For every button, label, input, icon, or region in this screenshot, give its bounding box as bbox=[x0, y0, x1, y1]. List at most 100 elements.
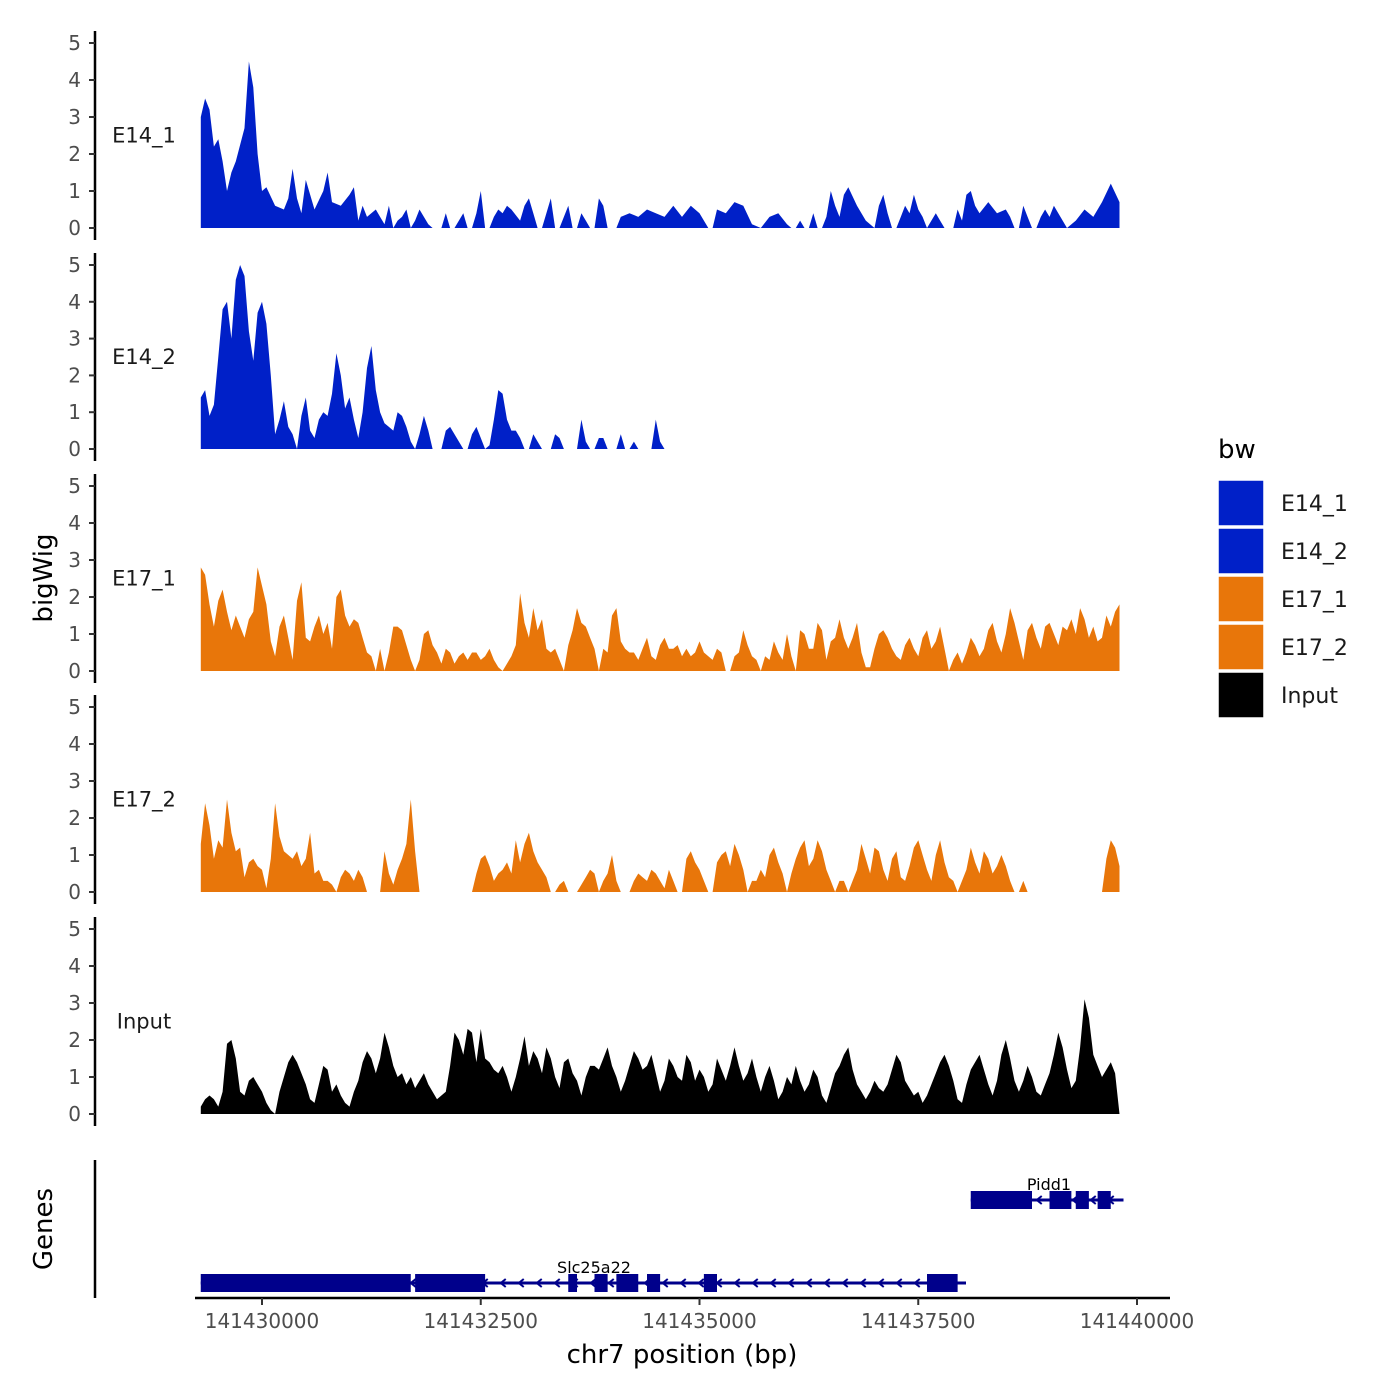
legend-label-e14-1: E14_1 bbox=[1281, 492, 1348, 517]
track-panel-e17-2: 0 1 2 3 4 5 E17_2 bbox=[68, 695, 1120, 904]
strand-arrow bbox=[679, 1278, 687, 1288]
track-panel-e17-1: 0 1 2 3 4 5 E17_1 bbox=[68, 474, 1120, 683]
y-tick-label: 3 bbox=[68, 769, 81, 793]
strand-arrow bbox=[751, 1278, 759, 1288]
y-tick-label: 5 bbox=[68, 695, 81, 719]
track-panel-input: 0 1 2 3 4 5 Input bbox=[68, 917, 1120, 1126]
y-tick-label: 1 bbox=[68, 622, 81, 646]
gene-slc25a22: Slc25a22 bbox=[200, 1258, 966, 1292]
gene-exon bbox=[647, 1274, 661, 1292]
legend-label-e14-2: E14_2 bbox=[1281, 540, 1348, 565]
strand-arrow bbox=[841, 1278, 849, 1288]
y-tick-label: 0 bbox=[68, 1102, 81, 1126]
strand-arrow bbox=[877, 1278, 885, 1288]
x-tick-label: 141440000 bbox=[1080, 1309, 1195, 1333]
y-tick-label: 0 bbox=[68, 659, 81, 683]
track-label-e14-2: E14_2 bbox=[112, 345, 176, 370]
strand-arrow bbox=[895, 1278, 903, 1288]
track-panel-e14-2: 0 1 2 3 4 5 E14_2 bbox=[68, 253, 1120, 461]
y-tick-label: 1 bbox=[68, 1065, 81, 1089]
signal-area-e17-2 bbox=[200, 799, 1120, 892]
strand-arrow bbox=[823, 1278, 831, 1288]
gene-exon bbox=[200, 1274, 332, 1292]
gene-exon bbox=[568, 1274, 577, 1292]
strand-arrow bbox=[769, 1278, 777, 1288]
strand-arrow bbox=[553, 1278, 561, 1288]
x-axis-title: chr7 position (bp) bbox=[567, 1340, 798, 1370]
strand-arrow bbox=[697, 1278, 705, 1288]
legend-label-e17-1: E17_1 bbox=[1281, 588, 1348, 613]
gene-exon bbox=[594, 1274, 608, 1292]
gene-pidd1: Pidd1 bbox=[970, 1175, 1124, 1209]
strand-arrow bbox=[1089, 1195, 1097, 1205]
y-tick-label: 4 bbox=[68, 68, 81, 92]
y-tick-label: 5 bbox=[68, 31, 81, 55]
legend: bw E14_1 E14_2 E17_1 E17_2 Input bbox=[1217, 435, 1348, 719]
strand-arrow bbox=[661, 1278, 669, 1288]
y-tick-label: 4 bbox=[68, 290, 81, 314]
y-tick-label: 0 bbox=[68, 437, 81, 461]
gene-exon bbox=[616, 1274, 639, 1292]
signal-area-e14-1 bbox=[200, 61, 1120, 228]
genes-axis-title: Genes bbox=[29, 1188, 59, 1270]
y-tick-label: 4 bbox=[68, 954, 81, 978]
y-tick-label: 3 bbox=[68, 105, 81, 129]
y-tick-label: 1 bbox=[68, 179, 81, 203]
gene-exon bbox=[415, 1274, 486, 1292]
y-tick-label: 5 bbox=[68, 474, 81, 498]
gene-exon bbox=[1075, 1191, 1089, 1209]
y-tick-label: 1 bbox=[68, 843, 81, 867]
y-tick-label: 2 bbox=[68, 585, 81, 609]
y-tick-label: 2 bbox=[68, 142, 81, 166]
strand-arrow bbox=[805, 1278, 813, 1288]
y-axis-title: bigWig bbox=[29, 533, 59, 622]
y-tick-label: 4 bbox=[68, 511, 81, 535]
x-tick-label: 141435000 bbox=[642, 1309, 757, 1333]
track-label-e17-2: E17_2 bbox=[112, 788, 176, 813]
y-tick-label: 4 bbox=[68, 732, 81, 756]
strand-arrow bbox=[499, 1278, 507, 1288]
gene-exon bbox=[1097, 1191, 1111, 1209]
y-tick-label: 2 bbox=[68, 1028, 81, 1052]
track-label-e14-1: E14_1 bbox=[112, 124, 176, 149]
gene-exon bbox=[927, 1274, 958, 1292]
legend-label-input: Input bbox=[1281, 684, 1338, 709]
y-tick-label: 5 bbox=[68, 917, 81, 941]
legend-swatch-e14-1 bbox=[1217, 479, 1265, 527]
legend-swatch-e14-2 bbox=[1217, 527, 1265, 575]
strand-arrow bbox=[1035, 1195, 1043, 1205]
gene-exon bbox=[1049, 1191, 1072, 1209]
gene-label-slc25a22: Slc25a22 bbox=[557, 1258, 631, 1277]
y-tick-label: 3 bbox=[68, 548, 81, 572]
y-tick-label: 0 bbox=[68, 216, 81, 240]
y-tick-label: 0 bbox=[68, 880, 81, 904]
y-tick-label: 3 bbox=[68, 991, 81, 1015]
x-tick-label: 141432500 bbox=[423, 1309, 538, 1333]
track-panel-e14-1: 0 1 2 3 4 5 E14_1 bbox=[68, 31, 1120, 240]
x-axis: 141430000 141432500 141435000 141437500 1414… bbox=[195, 1296, 1195, 1333]
signal-area-e17-1 bbox=[200, 567, 1120, 671]
y-tick-label: 2 bbox=[68, 806, 81, 830]
strand-arrow bbox=[607, 1278, 615, 1288]
track-label-e17-1: E17_1 bbox=[112, 567, 176, 592]
gene-label-pidd1: Pidd1 bbox=[1027, 1175, 1071, 1194]
gene-exon bbox=[703, 1274, 717, 1292]
y-tick-label: 1 bbox=[68, 400, 81, 424]
legend-swatch-e17-1 bbox=[1217, 575, 1265, 623]
legend-swatch-e17-2 bbox=[1217, 623, 1265, 671]
y-tick-label: 5 bbox=[68, 253, 81, 277]
strand-arrow bbox=[535, 1278, 543, 1288]
gene-exon bbox=[970, 1191, 1032, 1209]
legend-swatch-input bbox=[1217, 671, 1265, 719]
x-tick-label: 141437500 bbox=[861, 1309, 976, 1333]
strand-arrow bbox=[517, 1278, 525, 1288]
signal-area-input bbox=[200, 999, 1120, 1114]
strand-arrow bbox=[913, 1278, 921, 1288]
strand-arrow bbox=[589, 1278, 597, 1288]
signal-area-e14-2 bbox=[200, 265, 1120, 449]
legend-title: bw bbox=[1218, 435, 1256, 465]
x-tick-label: 141430000 bbox=[205, 1309, 320, 1333]
legend-label-e17-2: E17_2 bbox=[1281, 636, 1348, 661]
strand-arrow bbox=[859, 1278, 867, 1288]
